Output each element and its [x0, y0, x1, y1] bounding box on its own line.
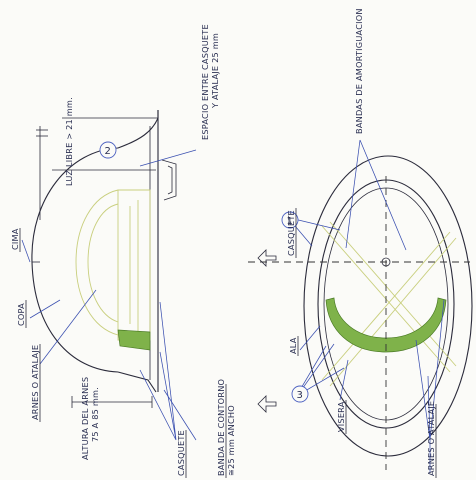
harness-arc-inner: [87, 203, 119, 323]
label-bandas-amort: BANDAS DE AMORTIGUACION: [354, 8, 364, 134]
label-luz-libre: LUZ LIBRE > 21 mm.: [64, 97, 74, 186]
rear-flap: [161, 159, 177, 201]
label-altura-2: 75 A 85 mm.: [90, 387, 100, 442]
shell-dome: [31, 147, 119, 373]
label-underlines: [19, 208, 437, 478]
contour-band-top: [325, 297, 447, 353]
label-arnes-right: ARNES O ATALAJE: [426, 401, 436, 476]
harness-band-zone: [117, 189, 151, 341]
callout-2-number: 2: [105, 146, 111, 157]
label-visera: VISERA: [336, 401, 346, 432]
shell-rear: [117, 110, 159, 149]
side-view: [21, 110, 197, 441]
leader-espacio: [139, 149, 197, 167]
label-espacio-1: ESPACIO ENTRE CASQUETE: [200, 24, 210, 140]
callout-1-number: 1: [287, 216, 293, 227]
callout-3-number: 3: [297, 390, 303, 401]
leader-arnes: [39, 289, 97, 365]
label-ala: ALA: [288, 337, 298, 354]
callout-1-circle: [281, 211, 299, 229]
leader-3: [299, 343, 345, 395]
callout-2-circle: [99, 141, 117, 159]
leader-ala: [299, 325, 321, 351]
amort-band-2b: [329, 237, 457, 387]
leader-copa: [29, 299, 61, 319]
label-copa: COPA: [16, 303, 26, 326]
section-arrow-top: [257, 249, 277, 267]
section-arrow-bottom: [257, 395, 277, 413]
label-banda-2: ≅25 mm ANCHO: [226, 405, 236, 476]
brim-outline: [303, 155, 473, 457]
callout-3-circle: [291, 385, 309, 403]
label-altura-1: ALTURA DEL ARNES: [80, 377, 90, 460]
label-banda-1: BANDA DE CONTORNO: [216, 379, 226, 476]
label-casquete-right: CASQUETE: [286, 210, 296, 256]
harness-arc: [75, 189, 119, 336]
leader-bandas: [345, 139, 407, 251]
labels: CIMA COPA ARNES O ATALAJE ALTURA DEL ARN…: [10, 8, 436, 476]
shell-visor: [117, 371, 157, 393]
leader-banda: [163, 389, 197, 441]
label-cima: CIMA: [10, 228, 20, 250]
label-espacio-2: Y ATALAJE 25 mm: [210, 33, 220, 109]
amort-band-2: [321, 231, 451, 381]
leader-cima: [21, 239, 31, 263]
top-view: [248, 139, 473, 472]
leader-visera: [339, 359, 349, 401]
amort-band-1b: [329, 221, 457, 367]
rear-flap-inner: [167, 165, 173, 195]
label-arnes-left: ARNES O ATALAJE: [30, 345, 40, 420]
label-casquete-left: CASQUETE: [176, 430, 186, 476]
contour-band: [117, 329, 151, 351]
leader-arnes-right: [415, 299, 445, 441]
